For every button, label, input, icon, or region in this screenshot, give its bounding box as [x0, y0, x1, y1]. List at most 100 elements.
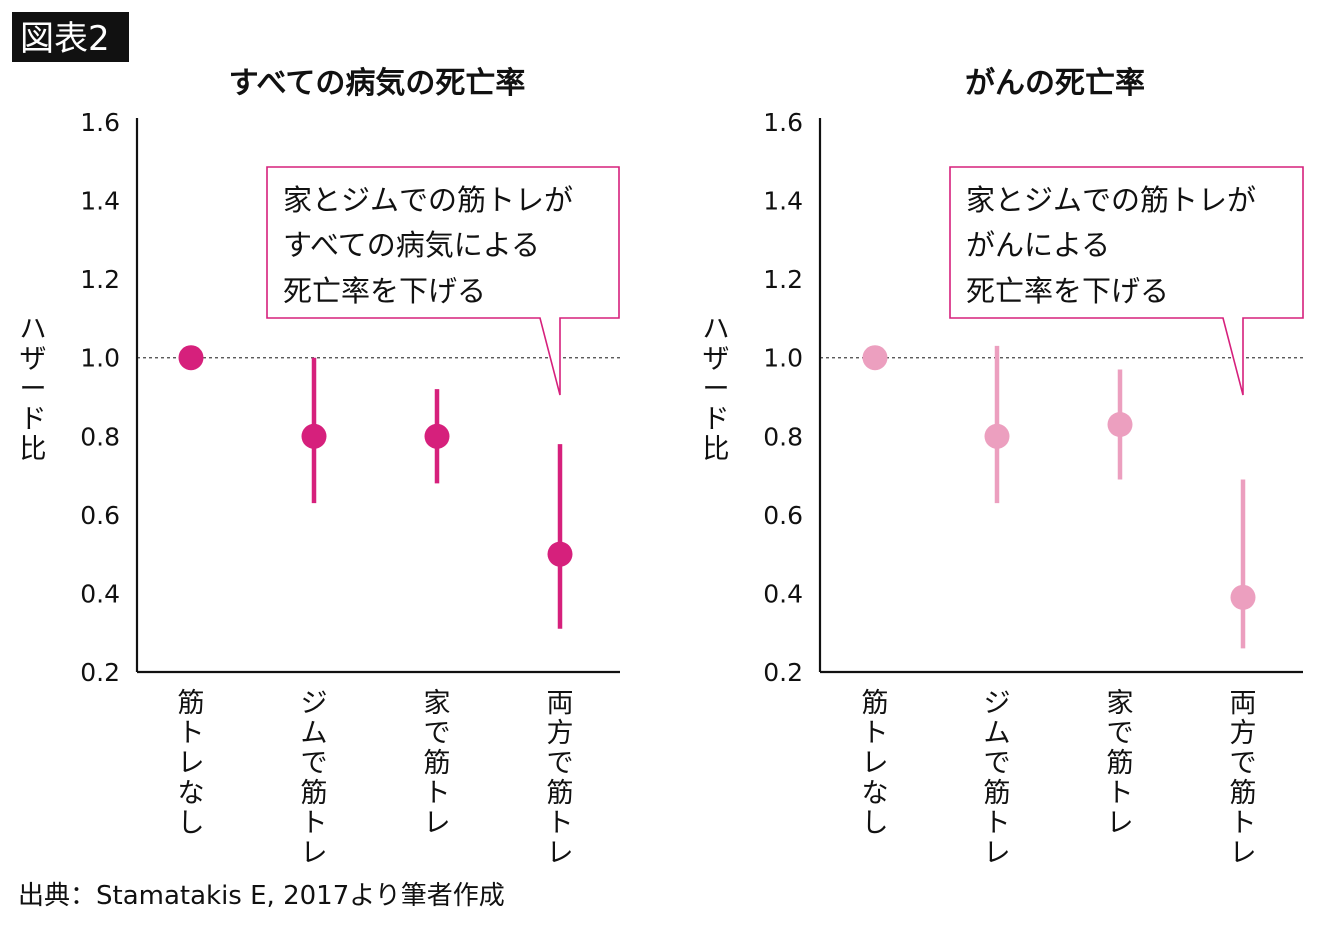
y-tick-label: 0.6	[80, 501, 120, 530]
y-tick-label: 1.2	[80, 265, 120, 294]
y-tick-label: 0.6	[763, 501, 803, 530]
x-tick-label-char: レ	[1230, 838, 1257, 869]
callout-line: 家とジムでの筋トレが	[966, 183, 1256, 217]
x-tick-label-char: 両	[1230, 688, 1257, 719]
y-tick-label: 0.4	[80, 579, 120, 608]
callout-line: 家とジムでの筋トレが	[283, 183, 573, 217]
data-point	[547, 541, 573, 567]
data-point	[862, 345, 888, 371]
data-points	[862, 345, 1256, 610]
x-tick-label-char: ト	[547, 808, 574, 839]
x-tick-label-char: ト	[984, 808, 1011, 839]
callout: 家とジムでの筋トレが すべての病気による 死亡率を下げる	[266, 166, 620, 396]
x-tick-label-char: 筋	[1107, 748, 1134, 779]
data-point	[984, 423, 1010, 449]
data-point	[1107, 412, 1133, 437]
error-bars	[311, 357, 563, 629]
x-tick-label-char: 筋	[178, 688, 205, 719]
callout-line: 死亡率を下げる	[283, 274, 486, 308]
error-bars	[994, 345, 1246, 649]
y-tick-label: 0.2	[80, 658, 120, 687]
x-tick-label-char: 筋	[862, 688, 889, 719]
y-ticks: 1.6 1.4 1.2 1.0 0.8 0.6 0.4 0.2	[80, 108, 120, 687]
x-tick-label-char: レ	[178, 748, 205, 779]
y-tick-label: 0.8	[763, 422, 803, 451]
x-tick-label-char: ト	[424, 778, 451, 809]
x-tick-label-char: ト	[1107, 778, 1134, 809]
y-tick-label: 1.0	[80, 344, 120, 373]
data-point	[424, 423, 450, 449]
x-tick-label-char: で	[547, 748, 574, 779]
x-tick-label-char: で	[984, 748, 1011, 779]
x-tick-label-char: ム	[984, 718, 1011, 749]
y-axis-title-char: 比	[703, 434, 730, 465]
x-tick-label-char: し	[178, 808, 205, 839]
chart-title: すべての病気の死亡率	[229, 66, 526, 101]
x-tick-label-char: で	[424, 718, 451, 749]
x-tick-label-char: ジ	[301, 688, 328, 719]
y-axis-title-char: ー	[20, 374, 47, 405]
x-tick-label-char: ト	[178, 718, 205, 749]
chart-title: がんの死亡率	[965, 66, 1145, 101]
x-tick-label-char: ト	[862, 718, 889, 749]
x-tick-label-char: 筋	[424, 748, 451, 779]
y-axis-title-char: ー	[703, 374, 730, 405]
x-tick-label-char: な	[178, 778, 205, 809]
x-tick-label-char: 家	[1107, 688, 1134, 719]
x-tick-label-char: レ	[547, 838, 574, 869]
x-tick-label-char: レ	[984, 838, 1011, 869]
x-tick-label-char: レ	[862, 748, 889, 779]
callout-box	[949, 166, 1304, 396]
data-point	[1230, 584, 1256, 610]
y-axis-title-char: 比	[20, 434, 47, 465]
y-tick-label: 0.2	[763, 658, 803, 687]
x-tick-label-char: で	[1107, 718, 1134, 749]
y-axis-title-char: ハ	[703, 314, 730, 345]
y-tick-label: 1.6	[763, 108, 803, 137]
y-ticks: 1.6 1.4 1.2 1.0 0.8 0.6 0.4 0.2	[763, 108, 803, 687]
x-tick-label-char: ト	[301, 808, 328, 839]
y-axis-title-char: ド	[20, 404, 47, 435]
y-tick-label: 0.8	[80, 422, 120, 451]
y-tick-label: 1.2	[763, 265, 803, 294]
figure-tag: 図表2	[12, 12, 129, 62]
callout-box	[266, 166, 620, 396]
callout-line: 死亡率を下げる	[966, 274, 1169, 308]
y-tick-label: 0.4	[763, 579, 803, 608]
y-tick-label: 1.4	[763, 187, 803, 216]
x-tick-label-char: ム	[301, 718, 328, 749]
x-tick-label-char: ジ	[984, 688, 1011, 719]
x-tick-label-char: 筋	[547, 778, 574, 809]
x-tick-label-char: レ	[1107, 808, 1134, 839]
y-tick-label: 1.0	[763, 344, 803, 373]
y-axis-title-char: ザ	[20, 344, 47, 375]
x-tick-label-char: ト	[1230, 808, 1257, 839]
x-tick-label-char: 両	[547, 688, 574, 719]
data-point	[301, 423, 327, 449]
callout: 家とジムでの筋トレが がんによる 死亡率を下げる	[949, 166, 1304, 396]
x-tick-label-char: し	[862, 808, 889, 839]
data-points	[178, 345, 573, 567]
y-axis-title-char: ザ	[703, 344, 730, 375]
source-note: 出典：Stamatakis E, 2017より筆者作成	[18, 881, 505, 911]
x-tick-label-char: 筋	[984, 778, 1011, 809]
figure-tag-box	[12, 12, 129, 62]
x-tick-label-char: 方	[1230, 718, 1257, 749]
x-tick-label-char: で	[301, 748, 328, 779]
y-tick-label: 1.6	[80, 108, 120, 137]
figure-tag-label: 図表2	[20, 19, 110, 59]
x-tick-label-char: で	[1230, 748, 1257, 779]
x-tick-label-char: 筋	[1230, 778, 1257, 809]
x-tick-label-char: レ	[424, 808, 451, 839]
